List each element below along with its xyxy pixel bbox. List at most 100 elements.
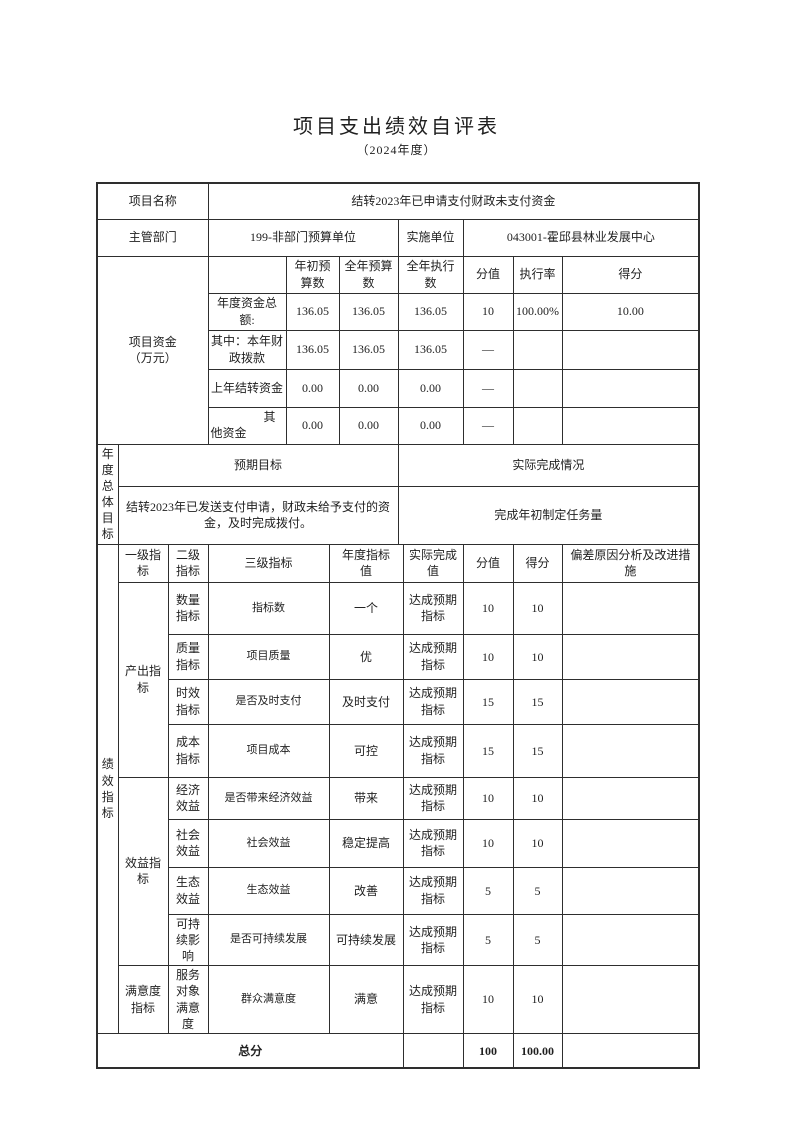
fund-value-rate [512,406,563,445]
weight-cell: 5 [462,866,514,915]
level1-benefit: 效益指标 [117,776,169,967]
fund-value-executed: 0.00 [397,406,464,445]
level3-cell: 是否可持续发展 [207,913,330,967]
level2-cell: 数量指标 [167,581,209,635]
self-evaluation-table: 项目名称 结转2023年已申请支付财政未支付资金 主管部门 199-非部门预算单… [96,182,701,1070]
actual-cell: 达成预期指标 [402,678,464,725]
indicator-header-l1: 一级指标 [117,543,169,583]
fund-value-executed: 0.00 [397,368,464,408]
fund-value-score [561,329,700,370]
level3-cell: 是否带来经济效益 [207,776,330,820]
fund-header-rate: 执行率 [512,255,563,294]
total-remark [561,1032,700,1069]
score-cell: 15 [512,723,563,778]
fund-value-rate [512,368,563,408]
impl-label: 实施单位 [397,218,464,257]
target-cell: 优 [328,633,404,680]
fund-value-executed: 136.05 [397,292,464,331]
level1-output: 产出指标 [117,581,169,778]
remark-cell [561,678,700,725]
fund-value-initial: 136.05 [285,292,340,331]
level2-cell: 时效指标 [167,678,209,725]
actual-cell: 达成预期指标 [402,633,464,680]
total-weight: 100 [462,1032,514,1069]
actual-completion-text: 完成年初制定任务量 [397,486,700,545]
fund-value-annual: 136.05 [338,329,399,370]
fund-value-score [561,368,700,408]
fund-value-weight: — [462,406,514,445]
project-name-value: 结转2023年已申请支付财政未支付资金 [207,182,700,220]
fund-row-label-other: 其 他资金 [207,406,287,445]
level3-cell: 群众满意度 [207,965,330,1034]
score-cell: 10 [512,581,563,635]
fund-value-initial: 136.05 [285,329,340,370]
indicator-header-score: 得分 [512,543,563,583]
fund-value-annual: 0.00 [338,406,399,445]
level2-cell: 服务对象满意度 [167,965,209,1034]
score-cell: 10 [512,818,563,868]
weight-cell: 10 [462,776,514,820]
score-cell: 5 [512,866,563,915]
page-subtitle: （2024年度） [356,143,437,157]
impl-value: 043001-霍邱县林业发展中心 [462,218,700,257]
level2-cell: 可持续影响 [167,913,209,967]
remark-cell [561,633,700,680]
fund-value-weight: — [462,329,514,370]
fund-row-label: 上年结转资金 [207,368,287,408]
actual-completion-label: 实际完成情况 [397,443,700,488]
indicator-header-l3: 三级指标 [207,543,330,583]
target-cell: 带来 [328,776,404,820]
level3-cell: 社会效益 [207,818,330,868]
remark-cell [561,818,700,868]
remark-cell [561,723,700,778]
level1-satisfaction: 满意度指标 [117,965,169,1034]
fund-header-annual: 全年预算数 [338,255,399,294]
target-cell: 稳定提高 [328,818,404,868]
remark-cell [561,913,700,967]
level2-cell: 质量指标 [167,633,209,680]
remark-cell [561,581,700,635]
remark-cell [561,866,700,915]
actual-cell: 达成预期指标 [402,866,464,915]
fund-row-label: 年度资金总额: [207,292,287,331]
fund-value-weight: 10 [462,292,514,331]
fund-value-weight: — [462,368,514,408]
fund-header-executed: 全年执行数 [397,255,464,294]
dept-label: 主管部门 [96,218,209,257]
fund-value-rate [512,329,563,370]
weight-cell: 10 [462,633,514,680]
actual-cell: 达成预期指标 [402,581,464,635]
fund-header-score: 得分 [561,255,700,294]
fund-value-initial: 0.00 [285,406,340,445]
score-cell: 15 [512,678,563,725]
indicator-header-actual: 实际完成值 [402,543,464,583]
fund-value-annual: 136.05 [338,292,399,331]
actual-cell: 达成预期指标 [402,776,464,820]
page-title: 项目支出绩效自评表 [293,116,500,138]
weight-cell: 10 [462,581,514,635]
fund-row-label: 其中：本年财政拨款 [207,329,287,370]
fund-value-executed: 136.05 [397,329,464,370]
fund-header-empty [207,255,287,294]
total-score: 100.00 [512,1032,563,1069]
actual-cell: 达成预期指标 [402,965,464,1034]
fund-value-score [561,406,700,445]
target-cell: 满意 [328,965,404,1034]
level3-cell: 项目质量 [207,633,330,680]
remark-cell [561,965,700,1034]
actual-cell: 达成预期指标 [402,913,464,967]
indicator-header-target: 年度指标值 [328,543,404,583]
expected-goal-text: 结转2023年已发送支付申请，财政未给予支付的资金，及时完成拨付。 [117,486,399,545]
fund-header-initial: 年初预算数 [285,255,340,294]
actual-cell: 达成预期指标 [402,723,464,778]
total-label: 总分 [96,1032,404,1069]
level3-cell: 项目成本 [207,723,330,778]
score-cell: 10 [512,776,563,820]
remark-cell [561,776,700,820]
weight-cell: 10 [462,818,514,868]
target-cell: 及时支付 [328,678,404,725]
fund-value-rate: 100.00% [512,292,563,331]
actual-cell: 达成预期指标 [402,818,464,868]
indicator-header-l2: 二级指标 [167,543,209,583]
